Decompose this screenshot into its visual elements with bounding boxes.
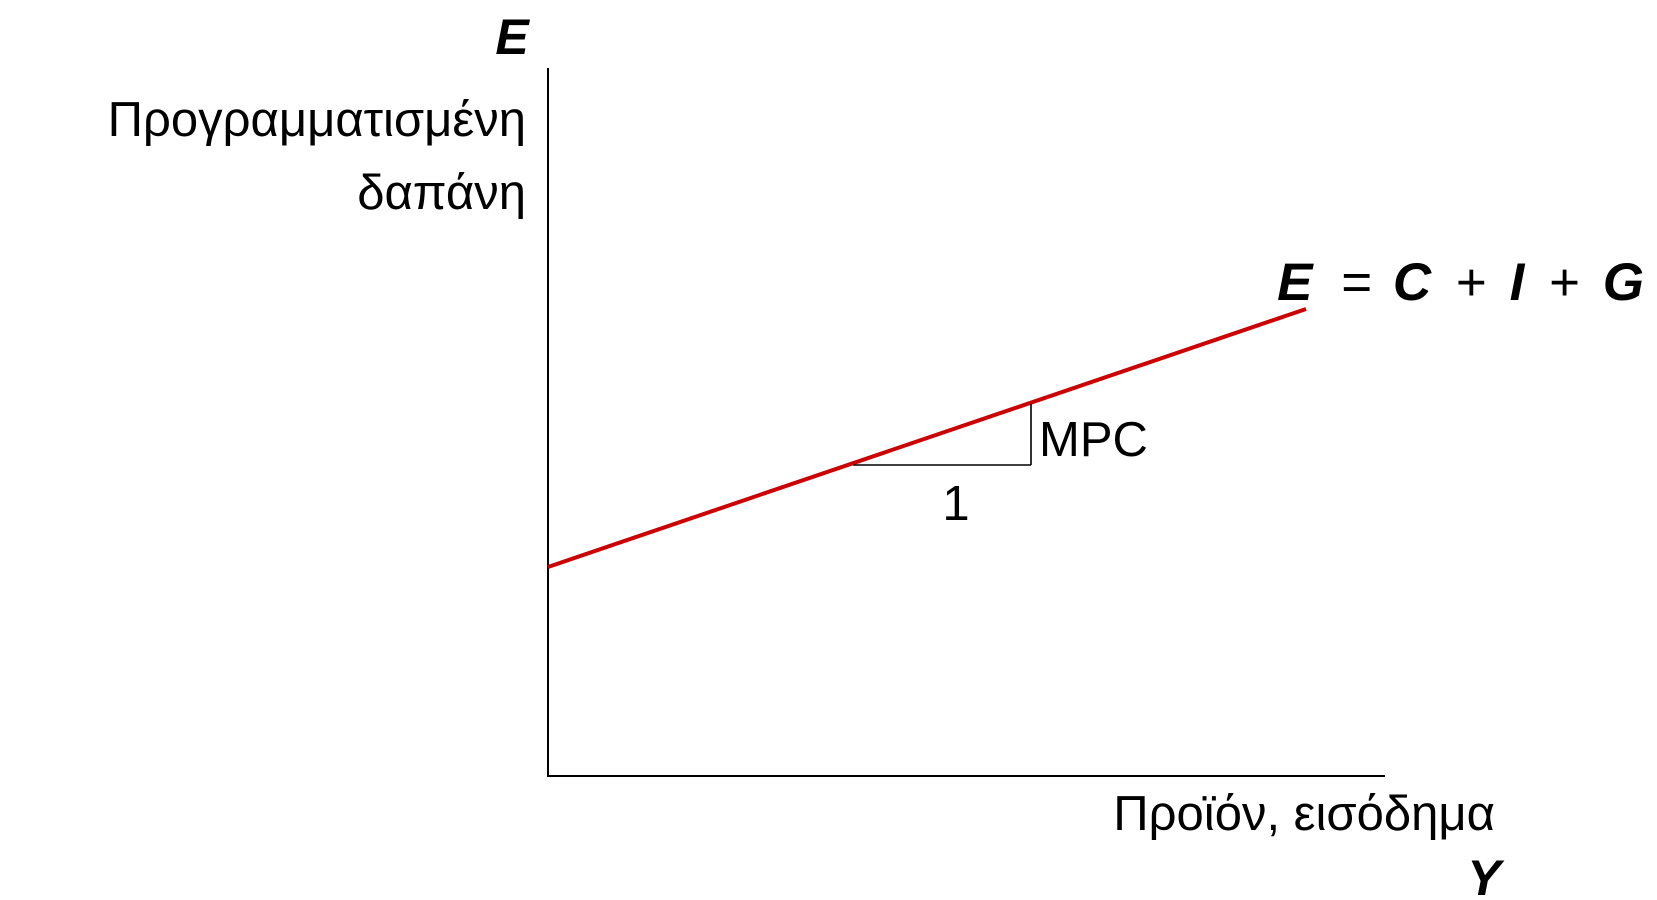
- expenditure-line-label: E = C + I + G: [1277, 253, 1644, 312]
- equation-E: E: [1277, 253, 1314, 312]
- equation-plus-1: +: [1456, 253, 1487, 312]
- y-axis-symbol: E: [495, 9, 530, 65]
- y-axis-label-line-2: δαπάνη: [357, 166, 526, 220]
- y-axis-label-line-1: Προγραμματισμένη: [108, 93, 526, 147]
- equation-plus-2: +: [1549, 253, 1580, 312]
- x-axis-label: Προϊόν, εισόδημα: [1113, 787, 1495, 841]
- equation-I: I: [1510, 253, 1526, 312]
- equation-equals: =: [1341, 253, 1372, 312]
- slope-rise-label: MPC: [1039, 413, 1148, 467]
- x-axis-symbol: Y: [1467, 850, 1505, 900]
- equation-G: G: [1603, 253, 1644, 312]
- expenditure-line: [547, 307, 1307, 569]
- slope-run-label: 1: [942, 477, 969, 531]
- equation-C: C: [1393, 253, 1432, 312]
